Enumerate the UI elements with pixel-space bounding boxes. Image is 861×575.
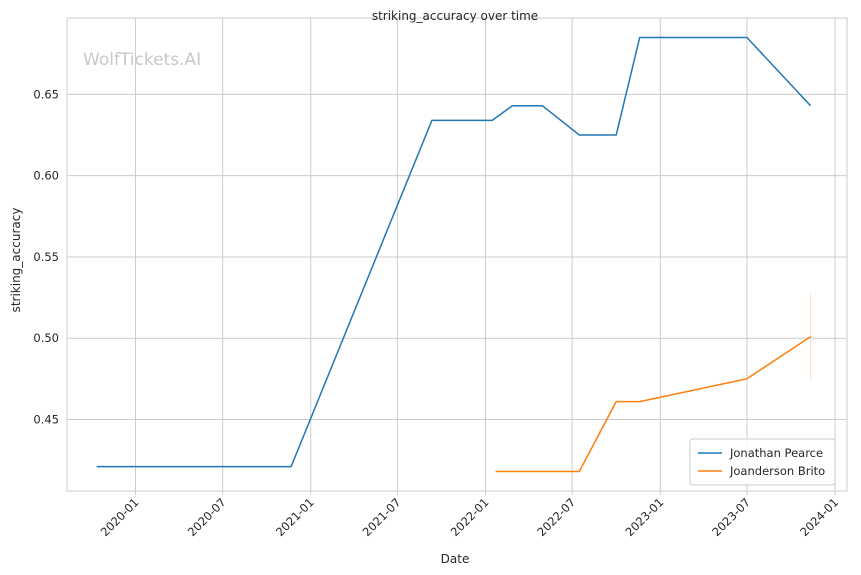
data-point-jonathan-pearce xyxy=(746,37,748,39)
legend-label-joanderson-brito: Joanderson Brito xyxy=(729,464,825,478)
data-point-joanderson-brito xyxy=(639,401,641,403)
data-point-jonathan-pearce xyxy=(491,120,493,122)
data-point-joanderson-brito xyxy=(579,471,581,473)
data-point-jonathan-pearce xyxy=(290,466,292,468)
y-axis-ticks: 0.45 0.50 0.55 0.60 0.65 xyxy=(33,87,59,426)
data-point-jonathan-pearce xyxy=(639,37,641,39)
y-tick-label: 0.60 xyxy=(33,169,59,183)
y-tick-label: 0.50 xyxy=(33,331,59,345)
data-point-joanderson-brito xyxy=(810,336,812,338)
data-point-jonathan-pearce xyxy=(579,134,581,136)
watermark: WolfTickets.AI xyxy=(83,50,201,70)
data-point-jonathan-pearce xyxy=(431,120,433,122)
data-point-joanderson-brito xyxy=(746,378,748,380)
grid xyxy=(67,18,847,491)
legend-box xyxy=(689,438,836,486)
chart-title: striking_accuracy over time xyxy=(372,9,538,23)
data-point-jonathan-pearce xyxy=(542,105,544,107)
y-tick-label: 0.45 xyxy=(33,412,59,426)
legend: Jonathan Pearce Joanderson Brito xyxy=(689,438,836,486)
data-point-jonathan-pearce xyxy=(615,134,617,136)
x-axis-label: Date xyxy=(441,552,470,566)
y-tick-label: 0.65 xyxy=(33,87,59,101)
data-point-jonathan-pearce xyxy=(512,105,514,107)
y-tick-label: 0.55 xyxy=(33,250,59,264)
data-point-joanderson-brito xyxy=(615,401,617,403)
data-point-joanderson-brito xyxy=(495,471,497,473)
series-line-joanderson-brito xyxy=(495,335,812,473)
plot-area-border xyxy=(66,17,848,492)
series-line-jonathan-pearce xyxy=(96,36,812,468)
data-point-jonathan-pearce xyxy=(96,466,98,468)
legend-label-jonathan-pearce: Jonathan Pearce xyxy=(729,446,823,460)
y-axis-label: striking_accuracy xyxy=(9,208,23,313)
data-point-jonathan-pearce xyxy=(810,105,812,107)
series-layer xyxy=(96,36,812,473)
